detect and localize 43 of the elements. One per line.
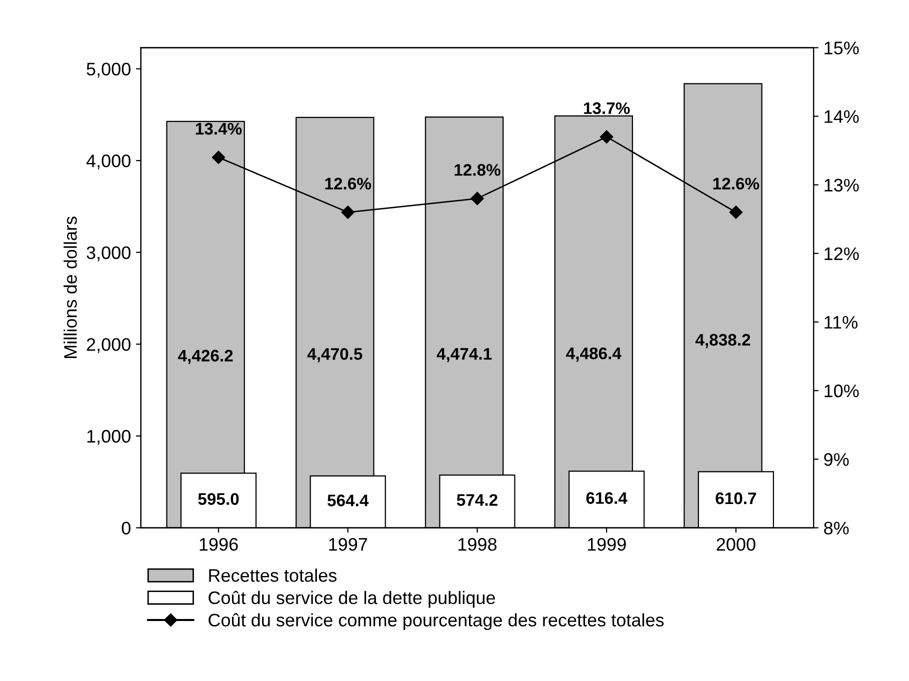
x-tick-label: 2000 — [716, 538, 756, 551]
y2-tick-label: 13% — [824, 178, 859, 192]
y-tick-label: 1,000 — [87, 430, 130, 445]
y2-tick-label: 14% — [824, 110, 859, 123]
x-tick-label: 1996 — [200, 538, 238, 551]
data-label: 4,838.2 — [695, 334, 750, 348]
legend-label: Recettes totales — [209, 568, 337, 582]
y2-tick-label: 8% — [824, 522, 849, 534]
data-label: 12.6% — [713, 178, 760, 190]
y2-tick-label: 9% — [824, 453, 849, 466]
x-tick-label: 1997 — [329, 538, 368, 551]
data-label: 4,474.1 — [436, 348, 492, 362]
data-label: 616.4 — [586, 492, 628, 504]
data-label: 4,470.5 — [307, 348, 362, 362]
legend-label: Coût du service comme pourcentage des recettes totales — [208, 613, 664, 630]
y2-tick-label: 15% — [824, 42, 859, 54]
data-label: 13.4% — [196, 122, 242, 135]
point — [729, 206, 743, 219]
point — [212, 150, 226, 164]
y-tick-label: 5,000 — [86, 62, 130, 78]
data-label: 12.6% — [325, 178, 372, 190]
data-label: 12.8% — [454, 164, 500, 176]
data-label: 4,426.2 — [178, 350, 233, 364]
y2-tick-label: 11% — [824, 316, 858, 329]
data-label: 610.7 — [716, 492, 756, 504]
point — [600, 130, 614, 144]
y2-tick-label: 10% — [824, 384, 859, 398]
y2-tick-label: 12% — [824, 247, 859, 260]
point — [341, 206, 354, 219]
point — [470, 192, 484, 206]
y-tick-label: 3,000 — [86, 246, 130, 262]
y-tick-label: 0 — [122, 522, 130, 534]
x-tick-label: 1998 — [458, 538, 497, 551]
legend-label: Coût du service de la dette publique — [208, 590, 495, 608]
data-label: 564.4 — [328, 494, 369, 506]
data-label: 13.7% — [584, 102, 630, 114]
y-tick-label: 2,000 — [86, 338, 130, 354]
data-label: 4,486.4 — [566, 347, 622, 362]
y-tick-label: 4,000 — [86, 154, 130, 170]
x-tick-label: 1999 — [588, 538, 626, 551]
data-label: 574.2 — [456, 494, 498, 506]
data-label: 595.0 — [198, 493, 239, 505]
y-axis-title: Millions de dollars — [64, 216, 77, 358]
